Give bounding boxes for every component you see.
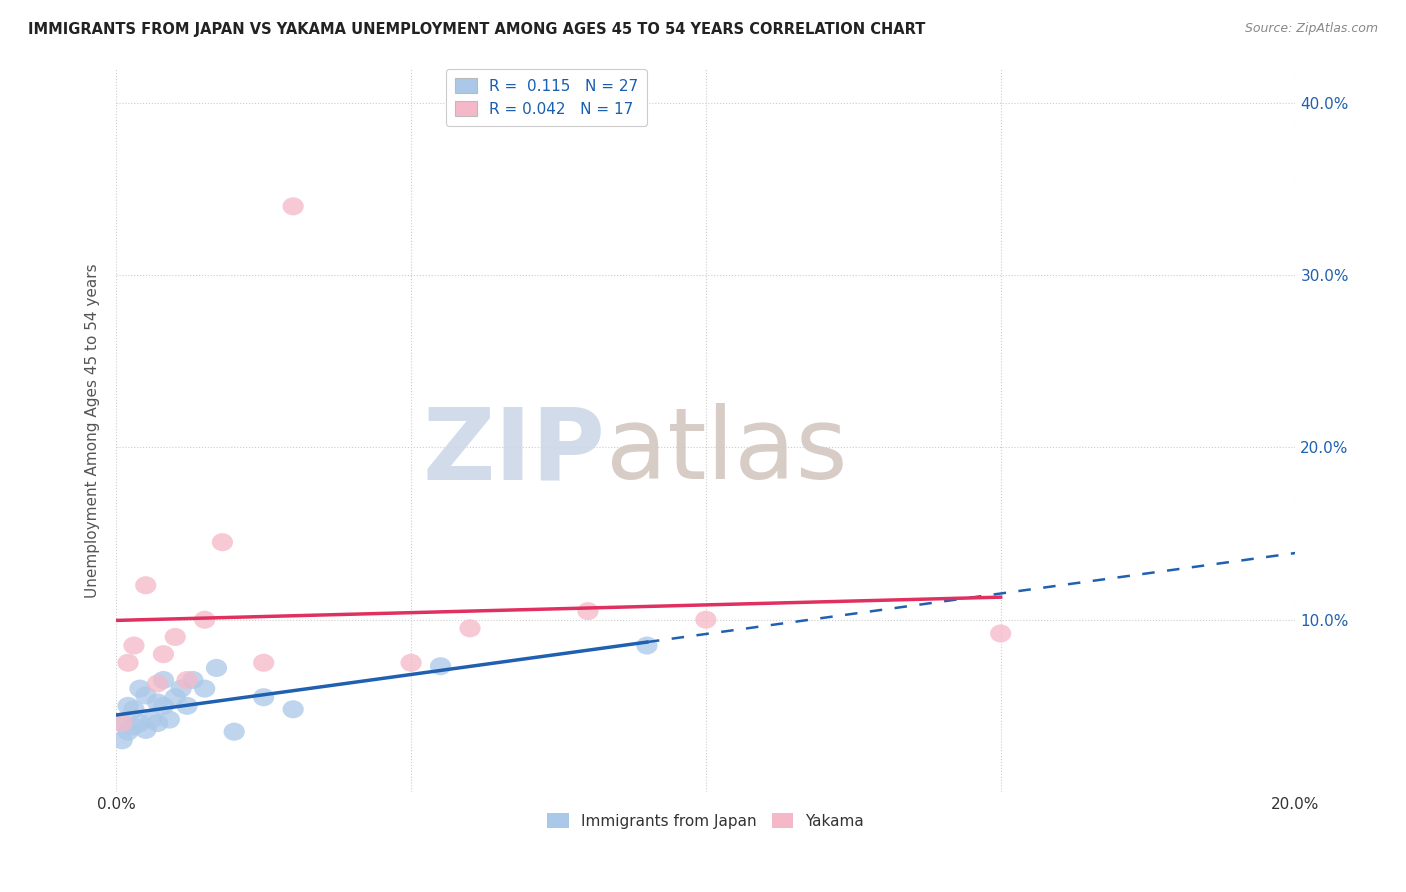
- Ellipse shape: [990, 624, 1011, 642]
- Ellipse shape: [165, 689, 186, 706]
- Ellipse shape: [224, 723, 245, 740]
- Ellipse shape: [253, 654, 274, 672]
- Ellipse shape: [205, 659, 228, 677]
- Text: ZIP: ZIP: [423, 403, 606, 500]
- Ellipse shape: [111, 714, 132, 732]
- Ellipse shape: [148, 693, 169, 712]
- Ellipse shape: [183, 671, 204, 689]
- Ellipse shape: [253, 689, 274, 706]
- Ellipse shape: [118, 723, 139, 740]
- Ellipse shape: [148, 674, 169, 692]
- Ellipse shape: [695, 611, 717, 629]
- Ellipse shape: [148, 714, 169, 732]
- Ellipse shape: [194, 680, 215, 698]
- Ellipse shape: [118, 697, 139, 714]
- Ellipse shape: [153, 671, 174, 689]
- Ellipse shape: [176, 697, 198, 714]
- Ellipse shape: [124, 700, 145, 718]
- Ellipse shape: [637, 637, 658, 655]
- Ellipse shape: [194, 611, 215, 629]
- Ellipse shape: [430, 657, 451, 675]
- Ellipse shape: [111, 731, 132, 749]
- Ellipse shape: [135, 721, 156, 739]
- Ellipse shape: [111, 714, 132, 732]
- Ellipse shape: [135, 687, 156, 705]
- Ellipse shape: [118, 654, 139, 672]
- Legend: Immigrants from Japan, Yakama: Immigrants from Japan, Yakama: [541, 807, 870, 835]
- Ellipse shape: [129, 680, 150, 698]
- Ellipse shape: [283, 197, 304, 215]
- Ellipse shape: [176, 671, 198, 689]
- Ellipse shape: [578, 602, 599, 620]
- Text: atlas: atlas: [606, 403, 848, 500]
- Ellipse shape: [460, 619, 481, 638]
- Ellipse shape: [212, 533, 233, 551]
- Ellipse shape: [135, 576, 156, 594]
- Ellipse shape: [283, 700, 304, 718]
- Ellipse shape: [129, 714, 150, 732]
- Ellipse shape: [153, 645, 174, 664]
- Ellipse shape: [159, 711, 180, 729]
- Ellipse shape: [401, 654, 422, 672]
- Ellipse shape: [165, 628, 186, 646]
- Text: IMMIGRANTS FROM JAPAN VS YAKAMA UNEMPLOYMENT AMONG AGES 45 TO 54 YEARS CORRELATI: IMMIGRANTS FROM JAPAN VS YAKAMA UNEMPLOY…: [28, 22, 925, 37]
- Ellipse shape: [141, 711, 162, 729]
- Y-axis label: Unemployment Among Ages 45 to 54 years: Unemployment Among Ages 45 to 54 years: [86, 263, 100, 598]
- Ellipse shape: [124, 717, 145, 736]
- Ellipse shape: [170, 680, 191, 698]
- Ellipse shape: [124, 637, 145, 655]
- Ellipse shape: [153, 697, 174, 714]
- Text: Source: ZipAtlas.com: Source: ZipAtlas.com: [1244, 22, 1378, 36]
